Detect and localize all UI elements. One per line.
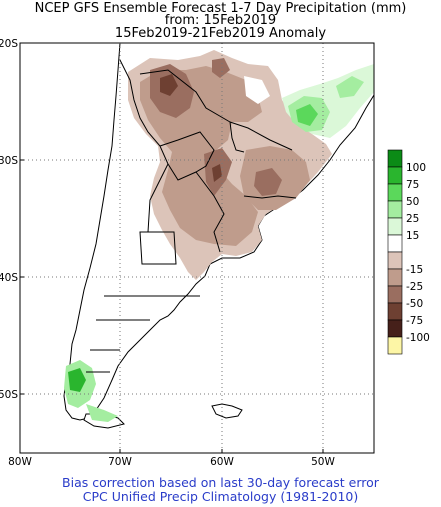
anomaly-neutral-gap	[244, 76, 270, 104]
longitude-labels: 80W 70W 60W 50W	[8, 449, 335, 468]
legend-swatch	[387, 302, 403, 321]
legend-label: -15	[406, 264, 423, 276]
graticule	[20, 43, 374, 453]
legend-swatch	[387, 268, 403, 287]
lat-label: 20S	[0, 38, 18, 50]
footer-line-2: CPC Unified Precip Climatology (1981-201…	[82, 489, 359, 504]
anomaly-neg-75-region	[160, 74, 222, 182]
color-legend: 100 75 50 25 15 -15 -25 -50 -75 -100	[387, 149, 430, 355]
title-line-3: 15Feb2019-21Feb2019 Anomaly	[114, 26, 327, 41]
anomaly-neg-50-region	[150, 58, 282, 196]
legend-swatch	[387, 149, 403, 168]
legend-swatch	[387, 183, 403, 202]
legend-swatch	[387, 234, 403, 253]
footer-line-1: Bias correction based on last 30-day for…	[62, 475, 379, 490]
legend-swatch	[387, 217, 403, 236]
title-line-2: from: 15Feb2019	[164, 13, 277, 28]
lat-label: 50S	[0, 389, 18, 401]
legend-swatch	[387, 285, 403, 304]
legend-label: 25	[406, 213, 419, 225]
title-line-1: NCEP GFS Ensemble Forecast 1-7 Day Preci…	[34, 1, 407, 16]
anomaly-pos-50-region	[296, 104, 318, 126]
legend-label: -25	[406, 281, 423, 293]
falkland-islands	[211, 403, 243, 419]
legend-label: 50	[406, 196, 419, 208]
lon-label: 70W	[108, 456, 132, 468]
latitude-labels: 20S 30S 40S 50S	[0, 38, 24, 401]
anomaly-pos-chile-core	[68, 368, 86, 392]
legend-label: 15	[406, 230, 419, 242]
lat-label: 40S	[0, 272, 18, 284]
legend-swatch	[387, 166, 403, 185]
legend-swatch	[387, 251, 403, 270]
lon-label: 60W	[210, 456, 234, 468]
map-border	[19, 42, 375, 454]
lat-label: 30S	[0, 155, 18, 167]
legend-label: 100	[406, 162, 426, 174]
legend-label: 75	[406, 179, 419, 191]
legend-label: -50	[406, 298, 423, 310]
legend-label: -100	[406, 332, 430, 344]
lon-label: 50W	[311, 456, 335, 468]
lon-label: 80W	[8, 456, 32, 468]
legend-label: -75	[406, 315, 423, 327]
legend-swatch	[387, 200, 403, 219]
legend-swatch	[387, 336, 403, 355]
legend-swatch	[387, 319, 403, 338]
